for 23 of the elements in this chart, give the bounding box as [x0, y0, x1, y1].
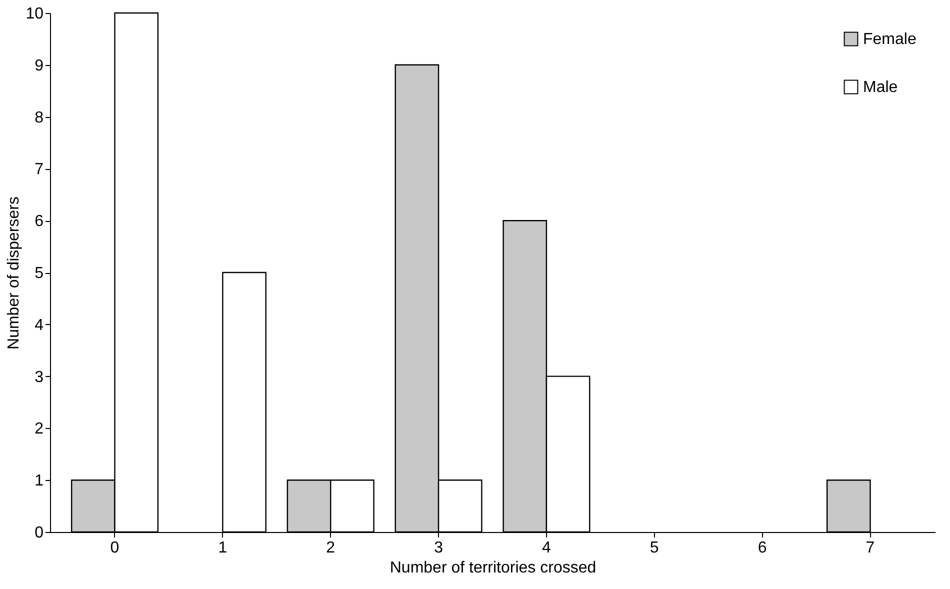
y-tick-label: 5	[34, 265, 44, 282]
y-tick-label: 7	[34, 161, 44, 178]
x-axis-title: Number of territories crossed	[390, 560, 596, 576]
y-tick-label: 8	[34, 109, 44, 126]
y-tick-label: 0	[34, 524, 44, 542]
x-tick-label: 5	[650, 540, 659, 556]
y-tick-label: 4	[34, 316, 44, 334]
y-tick-label: 9	[34, 57, 44, 74]
y-tick-label: 10	[26, 6, 44, 22]
y-tick-label: 3	[34, 368, 44, 386]
x-tick-label: 1	[218, 540, 228, 556]
y-tick-label: 1	[34, 472, 44, 490]
x-tick-label: 7	[866, 540, 875, 556]
y-tick-label: 6	[34, 213, 44, 230]
legend-label: Male	[863, 79, 898, 96]
legend-label: Female	[863, 31, 916, 48]
x-tick-label: 0	[110, 540, 120, 556]
x-tick-label: 3	[434, 540, 444, 556]
y-tick-label: 2	[34, 420, 44, 438]
x-tick-label: 4	[542, 540, 552, 556]
y-axis-title: Number of dispersers	[6, 196, 23, 350]
x-tick-label: 2	[326, 540, 336, 556]
x-tick-label: 6	[758, 540, 767, 556]
